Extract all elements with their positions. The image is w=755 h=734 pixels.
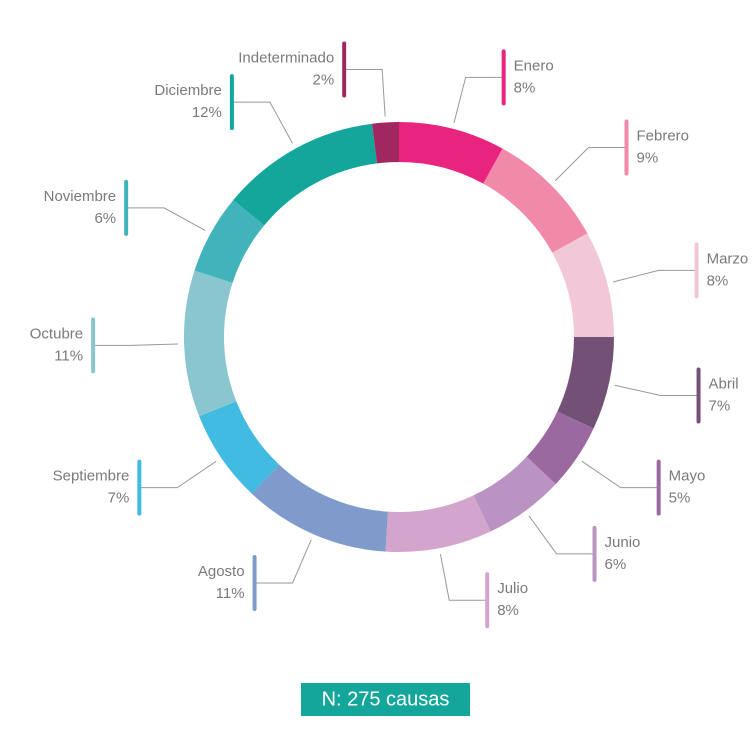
label-bar (485, 572, 490, 629)
slice-label: Agosto (198, 563, 245, 580)
label-bar (124, 179, 129, 236)
leader-line (93, 343, 179, 346)
slice (251, 464, 389, 552)
slice-label: Junio (605, 534, 641, 551)
label-bar (342, 41, 347, 98)
label-bar (592, 525, 597, 582)
value-label: 7% (709, 397, 731, 414)
value-label: 11% (54, 347, 83, 364)
leader-line (554, 146, 627, 182)
slice-label: Enero (514, 57, 554, 74)
value-label: 7% (108, 490, 130, 507)
annotation-box (301, 683, 470, 716)
slice-label: Abril (709, 375, 739, 392)
leader-line (231, 101, 293, 144)
value-label: 6% (605, 556, 627, 573)
value-label: 12% (192, 104, 222, 121)
value-label: 9% (637, 149, 659, 166)
annotation: N: 275 causas (322, 688, 450, 710)
slice-label: Indeterminado (238, 49, 334, 66)
slice-label: Octubre (30, 325, 83, 342)
leader-line (528, 515, 595, 555)
value-label: 5% (669, 490, 691, 507)
label-bar (656, 459, 661, 516)
label-bar (229, 74, 234, 131)
slice-label: Julio (497, 580, 528, 597)
leader-line (254, 539, 312, 584)
leader-line (612, 269, 697, 283)
slice (199, 401, 280, 494)
value-label: 8% (514, 79, 536, 96)
slice (372, 122, 399, 164)
slice-label: Marzo (707, 250, 749, 267)
slice-label: Febrero (637, 127, 690, 144)
slice (526, 411, 594, 485)
slice (183, 270, 237, 417)
leader-line (581, 460, 659, 489)
value-label: 8% (707, 272, 729, 289)
slice (473, 456, 556, 532)
label-bar (91, 317, 96, 374)
leader-line (614, 384, 699, 396)
value-label: 11% (216, 585, 245, 602)
leader-line (126, 207, 206, 231)
leader-line (453, 76, 504, 124)
slice-label: Noviembre (44, 188, 117, 205)
leader-line (439, 553, 488, 601)
label-bar (624, 119, 629, 176)
slice (385, 495, 491, 552)
slice (233, 123, 378, 226)
slice-label: Mayo (669, 468, 706, 485)
leader-line (344, 69, 386, 117)
value-label: 2% (312, 71, 334, 88)
slice-label: Diciembre (154, 82, 222, 99)
slice-label: Septiembre (53, 468, 130, 485)
slice (483, 148, 588, 253)
value-label: 8% (497, 602, 519, 619)
slice (194, 199, 265, 283)
label-bar (694, 242, 699, 299)
slice (557, 337, 614, 429)
label-bar (501, 49, 506, 106)
slice (399, 122, 503, 184)
leader-line (139, 460, 217, 489)
label-bar (696, 367, 701, 424)
slice (552, 233, 614, 337)
label-bar (137, 459, 142, 516)
label-bar (252, 554, 257, 611)
value-label: 6% (94, 210, 116, 227)
